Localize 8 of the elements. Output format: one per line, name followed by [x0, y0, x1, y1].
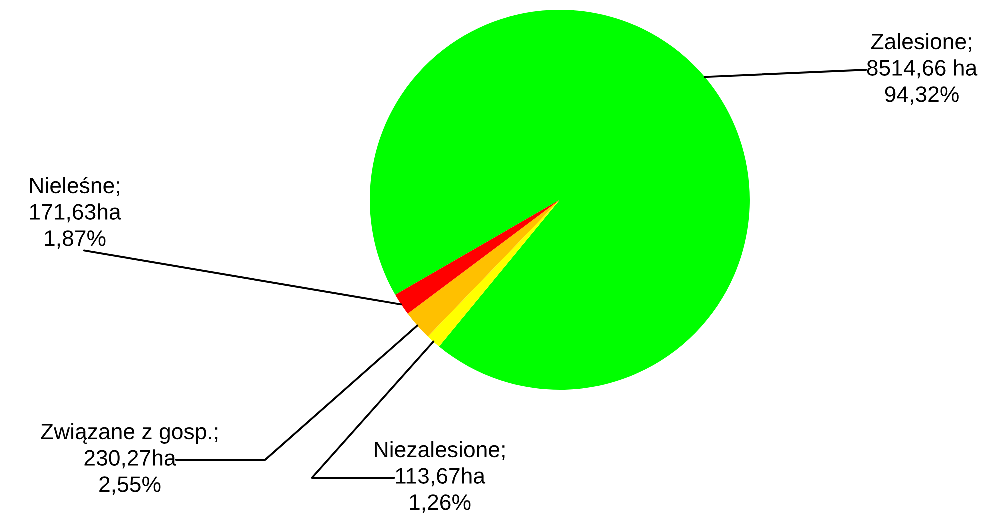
pie-slice	[370, 10, 750, 390]
pie-slice	[428, 200, 560, 347]
pie-slice	[408, 200, 560, 337]
slice-label: Związane z gosp.; 230,27ha 2,55%	[41, 423, 218, 495]
slice-label: Zalesione; 8514,66 ha 94,32%	[867, 33, 978, 105]
slice-label: Niezalesione; 113,67ha 1,26%	[375, 441, 505, 513]
slice-label: Nieleśne; 171,63ha 1,87%	[30, 177, 122, 249]
pie-slice	[395, 200, 560, 314]
